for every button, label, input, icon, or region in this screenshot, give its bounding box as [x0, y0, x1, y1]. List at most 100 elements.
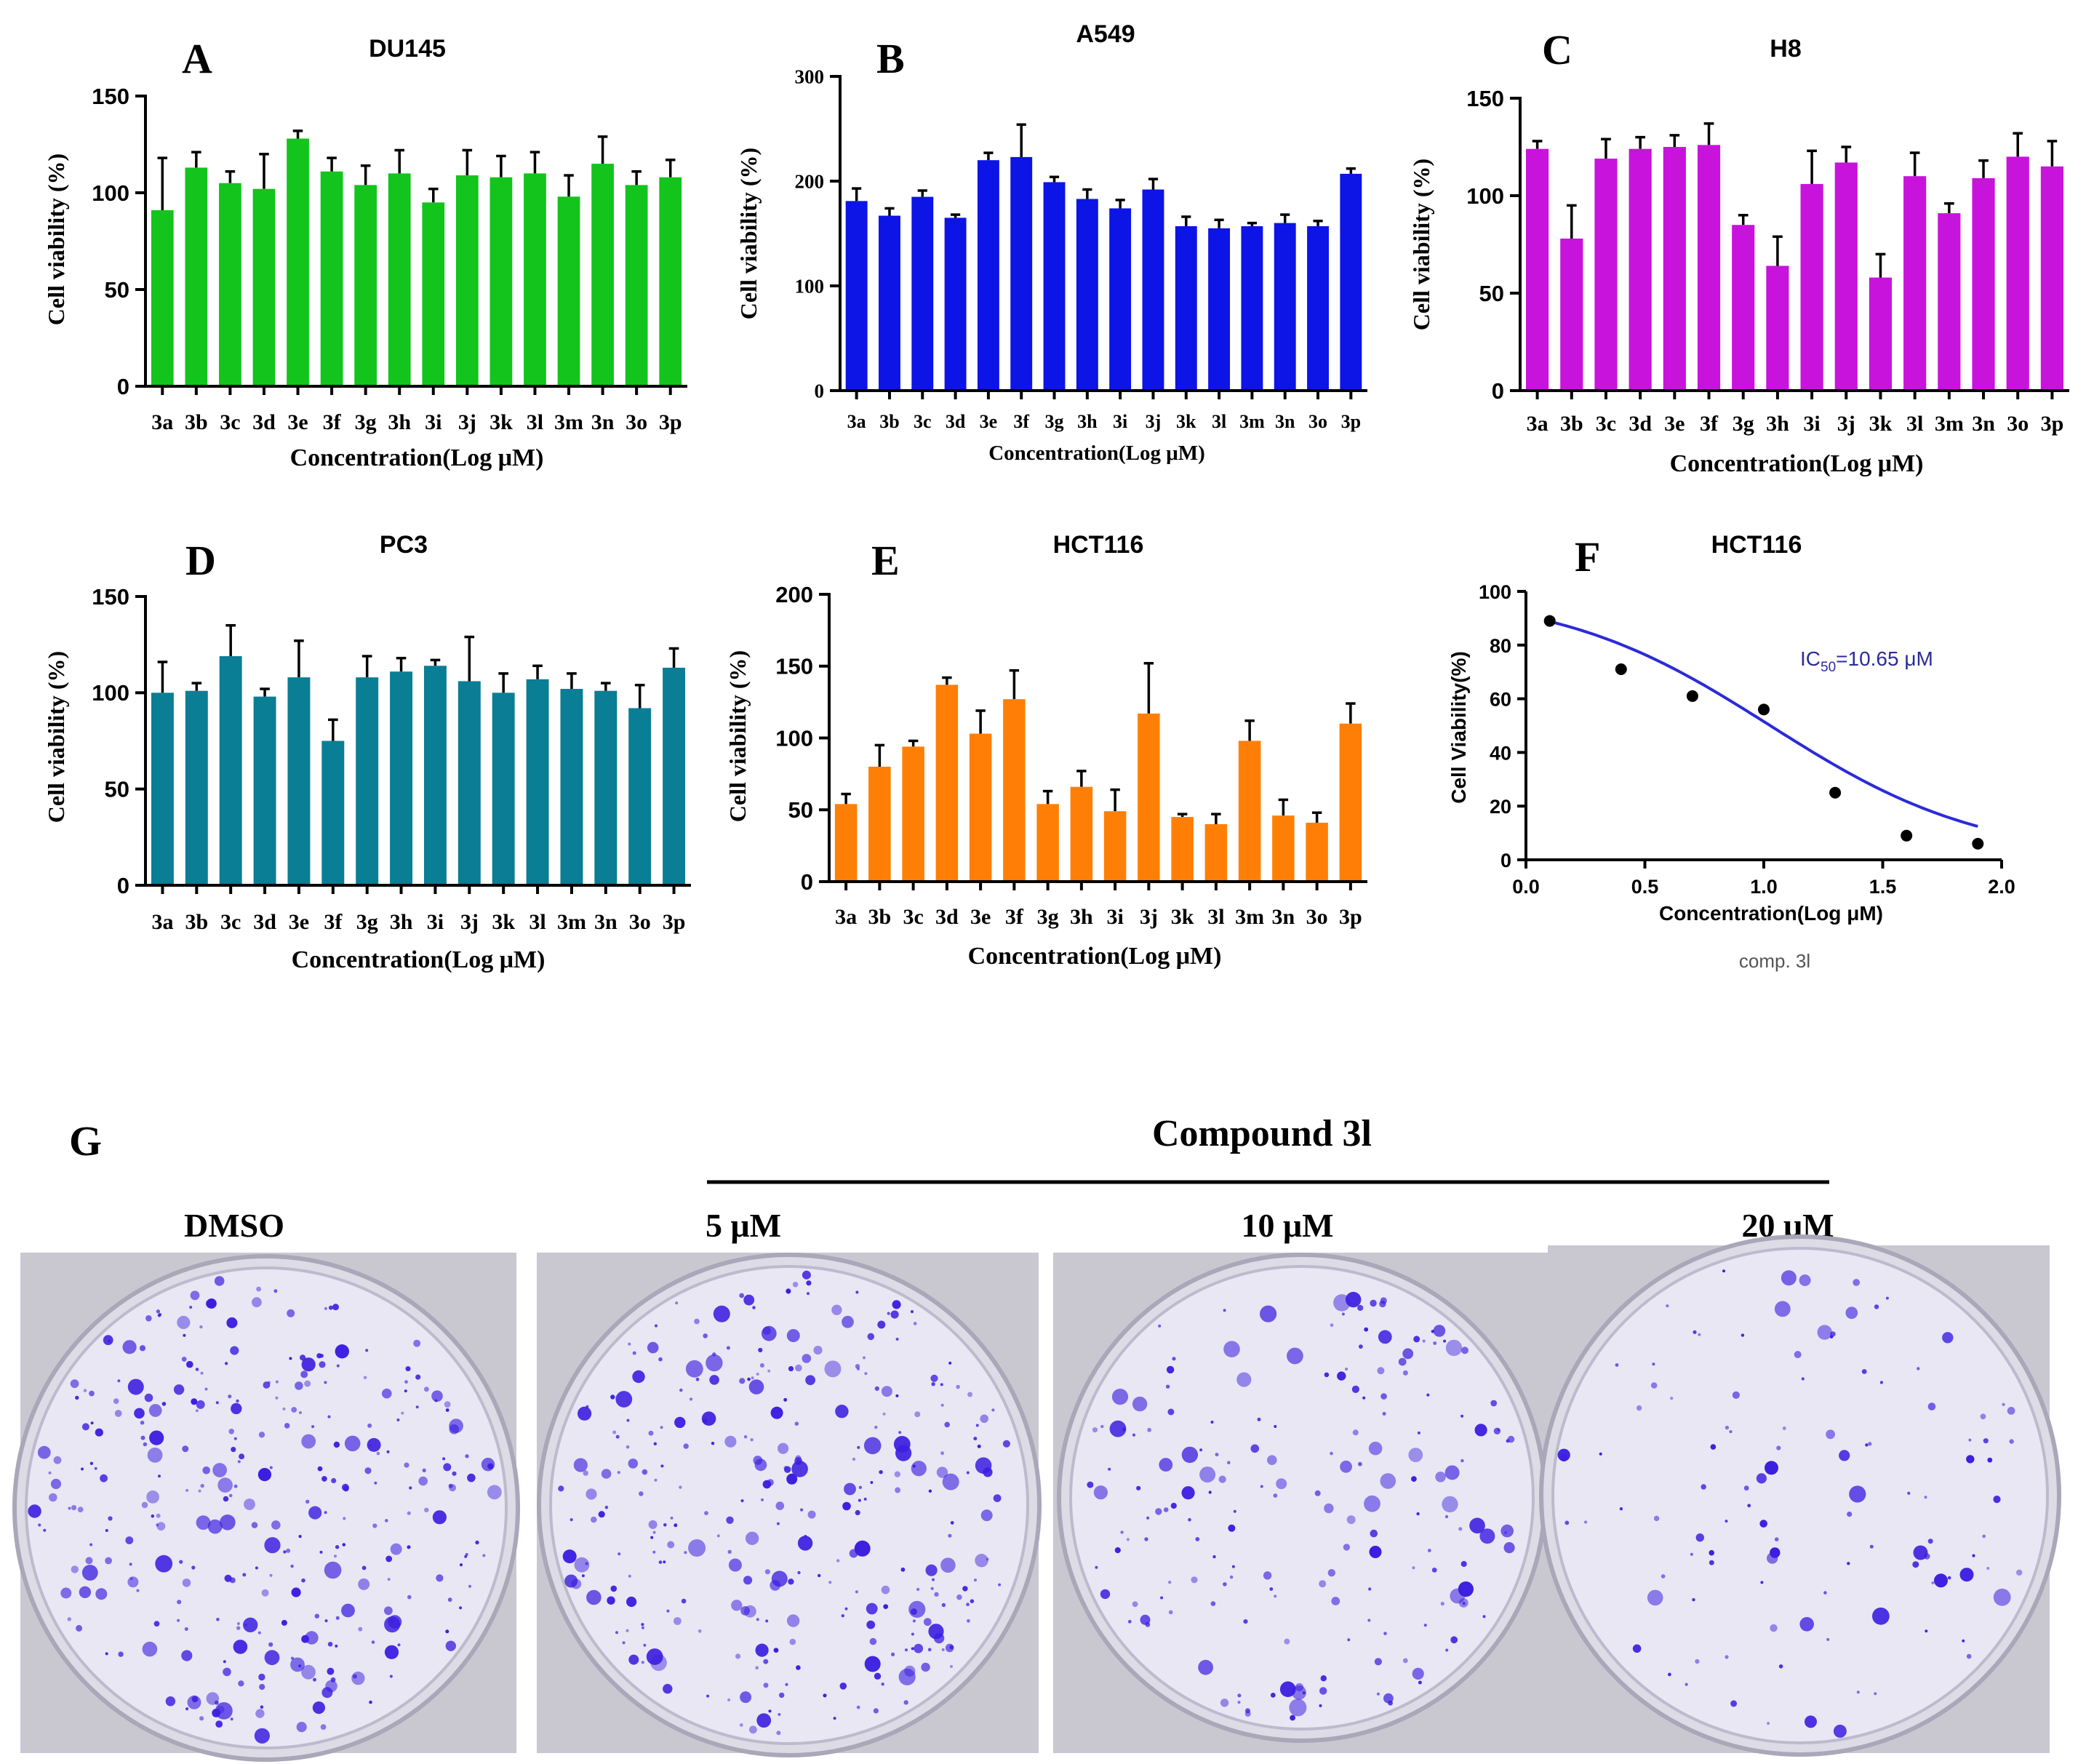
colony — [562, 1549, 577, 1564]
colony — [28, 1504, 41, 1518]
chart-title: A549 — [1076, 20, 1135, 48]
colony — [1966, 1455, 1975, 1464]
colony — [1760, 1581, 1764, 1584]
colony — [881, 1386, 892, 1397]
colony — [372, 1523, 377, 1528]
colony — [728, 1558, 742, 1572]
colony — [874, 1672, 882, 1680]
colony — [105, 1529, 108, 1532]
x-tick-label: 3o — [629, 910, 651, 934]
colony — [384, 1645, 399, 1659]
colony — [374, 1481, 377, 1485]
colony — [407, 1511, 411, 1515]
colony — [1503, 1542, 1515, 1554]
colony — [706, 1354, 723, 1372]
colony — [275, 1380, 279, 1384]
y-tick-label: 50 — [105, 777, 129, 802]
colony — [327, 1415, 331, 1418]
colony — [1364, 1327, 1369, 1332]
x-tick-label: 0.0 — [1512, 876, 1540, 898]
colony — [740, 1499, 744, 1503]
colony — [685, 1360, 703, 1378]
colony — [1228, 1524, 1236, 1532]
colony — [1191, 1576, 1198, 1584]
colony — [628, 1574, 631, 1578]
colony — [1352, 1429, 1359, 1436]
colony — [367, 1423, 372, 1428]
colony — [134, 1408, 145, 1419]
colony — [1959, 1568, 1974, 1582]
colony — [1557, 1448, 1570, 1461]
colony — [271, 1520, 281, 1530]
colony — [648, 1430, 654, 1436]
colony — [447, 1597, 452, 1603]
colony — [1770, 1624, 1778, 1632]
colony — [1500, 1524, 1514, 1538]
bar — [1306, 823, 1328, 882]
y-tick-label: 150 — [92, 584, 129, 610]
colony — [185, 1707, 189, 1711]
colony — [127, 1576, 139, 1588]
colony — [646, 1648, 663, 1665]
colony — [1367, 1619, 1371, 1622]
colony — [1413, 1336, 1420, 1343]
colony — [177, 1600, 182, 1605]
colony — [1220, 1699, 1229, 1707]
colony — [313, 1677, 316, 1682]
colony — [898, 1668, 916, 1685]
colony — [122, 1340, 137, 1354]
colony — [1440, 1602, 1444, 1606]
colony — [129, 1563, 132, 1566]
bar — [659, 177, 682, 386]
colony — [1172, 1357, 1176, 1361]
x-tick-label: 3c — [903, 905, 923, 929]
colony — [688, 1539, 706, 1557]
colony — [1435, 1472, 1446, 1482]
colony — [1693, 1330, 1697, 1334]
colony — [324, 1381, 327, 1384]
colony — [287, 1309, 295, 1317]
colony — [694, 1318, 700, 1325]
colony — [756, 1713, 772, 1728]
colony — [626, 1596, 637, 1608]
x-tick-label: 3h — [1766, 412, 1789, 436]
x-tick-label: 3i — [1113, 411, 1127, 432]
colony — [1776, 1445, 1781, 1450]
colony — [727, 1698, 731, 1701]
compound-label: Compound 3l — [1152, 1113, 1372, 1154]
colony — [145, 1315, 152, 1322]
dish-plate — [1551, 1247, 2049, 1744]
colony — [273, 1289, 278, 1293]
colony — [643, 1643, 647, 1647]
y-axis-label: Cell viability (%) — [43, 153, 69, 325]
colony — [913, 1322, 917, 1325]
bar — [1070, 786, 1093, 882]
colony — [191, 1565, 196, 1570]
x-tick-label: 3a — [151, 910, 173, 934]
colony — [647, 1341, 659, 1354]
bar — [663, 667, 686, 885]
x-tick-label: 3l — [1207, 905, 1224, 929]
colony — [1287, 1347, 1303, 1365]
colony — [284, 1423, 290, 1429]
colony — [298, 1664, 302, 1668]
fit-curve — [1549, 620, 1978, 828]
colony — [758, 1347, 763, 1353]
x-tick-label: 3p — [1339, 905, 1362, 929]
colony — [1418, 1680, 1422, 1685]
y-tick-label: 150 — [92, 84, 129, 109]
colony — [290, 1657, 305, 1672]
colony — [1695, 1533, 1704, 1542]
data-point — [1543, 615, 1556, 627]
colony — [653, 1442, 657, 1446]
colony — [185, 1488, 189, 1492]
bar — [879, 215, 900, 391]
colony — [215, 1720, 223, 1728]
colony — [387, 1578, 391, 1581]
colony — [802, 1354, 812, 1363]
colony — [763, 1683, 769, 1688]
colony — [244, 1498, 255, 1510]
colony — [1442, 1496, 1458, 1513]
colony — [1615, 1363, 1619, 1367]
colony — [105, 1557, 113, 1565]
